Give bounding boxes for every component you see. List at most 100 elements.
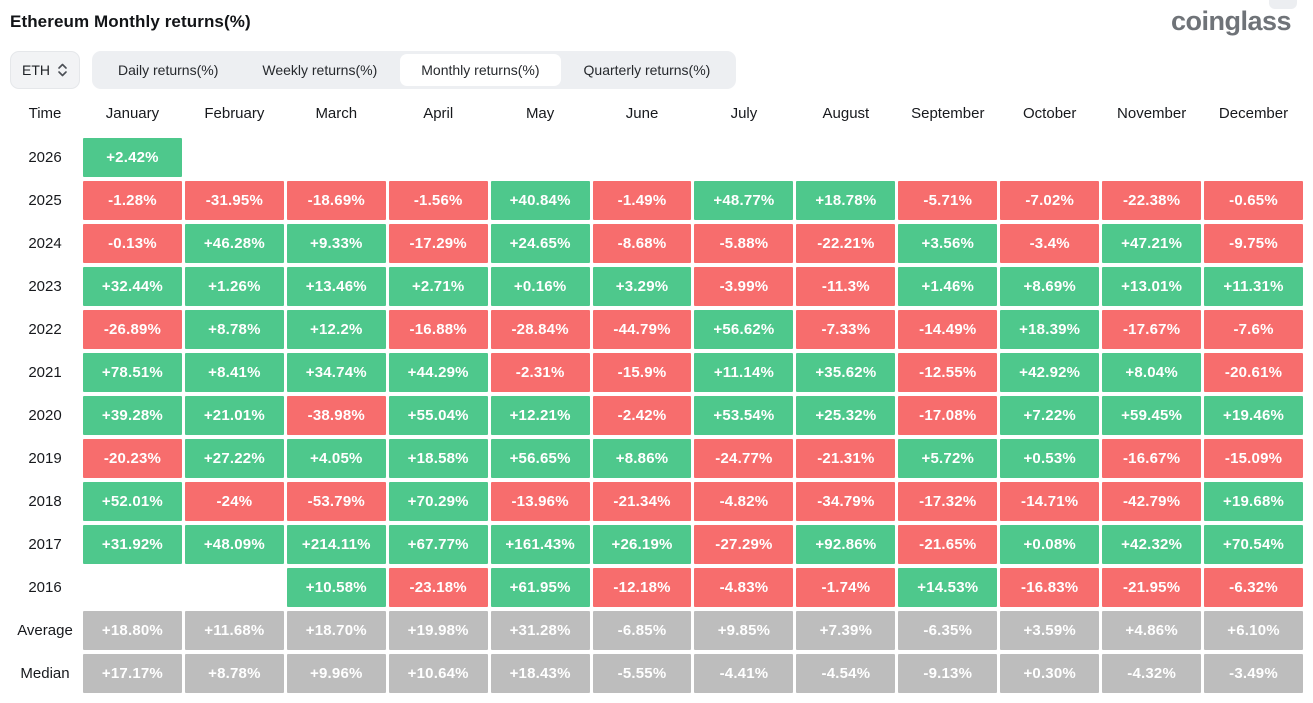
empty-cell [491,138,590,177]
return-cell: +2.71% [388,267,488,306]
empty-cell [1000,138,1099,177]
return-cell: -38.98% [286,396,386,435]
return-cell: +12.21% [490,396,590,435]
tab-monthly-returns[interactable]: Monthly returns(%) [400,54,561,86]
return-cell: +48.09% [184,525,284,564]
empty-cell [83,568,182,607]
return-cell: +0.30% [1000,654,1100,693]
updown-caret-icon [57,62,68,78]
return-cell: +19.68% [1204,482,1303,521]
return-cell: -16.83% [1000,568,1100,607]
return-cell: +42.32% [1102,525,1202,564]
row-label: 2020 [28,407,62,424]
tab-quarterly-returns[interactable]: Quarterly returns(%) [563,54,732,86]
column-header-month: March [315,105,358,122]
return-cell: -26.89% [83,310,182,349]
return-cell: +8.78% [184,654,284,693]
row-label: 2023 [28,278,62,295]
column-header-month: June [625,105,659,122]
return-cell: -3.49% [1204,654,1303,693]
row-label: 2025 [28,192,62,209]
return-cell: -16.67% [1102,439,1202,478]
return-cell: -3.99% [694,267,794,306]
return-cell: +17.17% [83,654,182,693]
return-cell: +11.31% [1204,267,1303,306]
empty-cell [287,138,386,177]
return-cell: +47.21% [1102,224,1202,263]
return-cell: -31.95% [184,181,284,220]
symbol-select-value: ETH [22,62,50,78]
return-cell: -5.88% [694,224,794,263]
return-cell: +10.58% [286,568,386,607]
return-cell: +6.10% [1204,611,1303,650]
return-cell: +55.04% [388,396,488,435]
return-cell: +52.01% [83,482,182,521]
empty-cell [185,568,284,607]
return-cell: +21.01% [184,396,284,435]
return-cell: -34.79% [796,482,896,521]
return-cell: +56.62% [694,310,794,349]
return-cell: -11.3% [796,267,896,306]
return-cell: -4.83% [694,568,794,607]
return-cell: -2.42% [592,396,692,435]
return-cell: +31.28% [490,611,590,650]
row-label: Average [17,622,73,639]
return-cell: +34.74% [286,353,386,392]
return-cell: +8.78% [184,310,284,349]
row-label: 2019 [28,450,62,467]
return-cell: -42.79% [1102,482,1202,521]
return-cell: +13.01% [1102,267,1202,306]
return-cell: -7.6% [1204,310,1303,349]
tab-weekly-returns[interactable]: Weekly returns(%) [241,54,398,86]
return-cell: -14.49% [898,310,998,349]
return-cell: +78.51% [83,353,182,392]
row-label: 2016 [28,579,62,596]
return-cell: +18.70% [286,611,386,650]
empty-cell [898,138,997,177]
return-cell: -21.31% [796,439,896,478]
return-cell: +19.46% [1204,396,1303,435]
column-header-time: Time [28,105,62,122]
return-cell: -20.61% [1204,353,1303,392]
return-cell: +53.54% [694,396,794,435]
return-cell: -13.96% [490,482,590,521]
return-cell: +5.72% [898,439,998,478]
return-cell: +56.65% [490,439,590,478]
return-cell: +14.53% [898,568,998,607]
return-cell: -1.49% [592,181,692,220]
return-cell: +24.65% [490,224,590,263]
return-cell: -1.28% [83,181,182,220]
return-cell: +2.42% [83,138,182,177]
return-cell: +7.22% [1000,396,1100,435]
row-label: 2026 [28,149,62,166]
return-cell: +4.05% [286,439,386,478]
return-cell: +32.44% [83,267,182,306]
column-header-month: December [1218,105,1289,122]
empty-cell [389,138,488,177]
controls-bar: ETH Daily returns(%) Weekly returns(%) M… [10,51,1303,89]
return-cell: +18.80% [83,611,182,650]
return-cell: +3.56% [898,224,998,263]
return-cell: -16.88% [388,310,488,349]
coinglass-logo[interactable]: coinglass [1170,6,1292,36]
row-label: 2022 [28,321,62,338]
return-cell: +26.19% [592,525,692,564]
return-cell: +1.26% [184,267,284,306]
return-cell: -21.34% [592,482,692,521]
return-cell: -4.32% [1102,654,1202,693]
return-cell: +61.95% [490,568,590,607]
empty-cell [694,138,793,177]
tab-daily-returns[interactable]: Daily returns(%) [97,54,239,86]
return-cell: +18.78% [796,181,896,220]
return-cell: +9.85% [694,611,794,650]
return-cell: +27.22% [184,439,284,478]
return-cell: -28.84% [490,310,590,349]
symbol-select[interactable]: ETH [10,51,80,89]
return-cell: +44.29% [388,353,488,392]
return-cell: +40.84% [490,181,590,220]
return-cell: -24% [184,482,284,521]
return-cell: -1.56% [388,181,488,220]
return-cell: -22.38% [1102,181,1202,220]
return-cell: -17.67% [1102,310,1202,349]
column-header-month: October [1023,105,1077,122]
